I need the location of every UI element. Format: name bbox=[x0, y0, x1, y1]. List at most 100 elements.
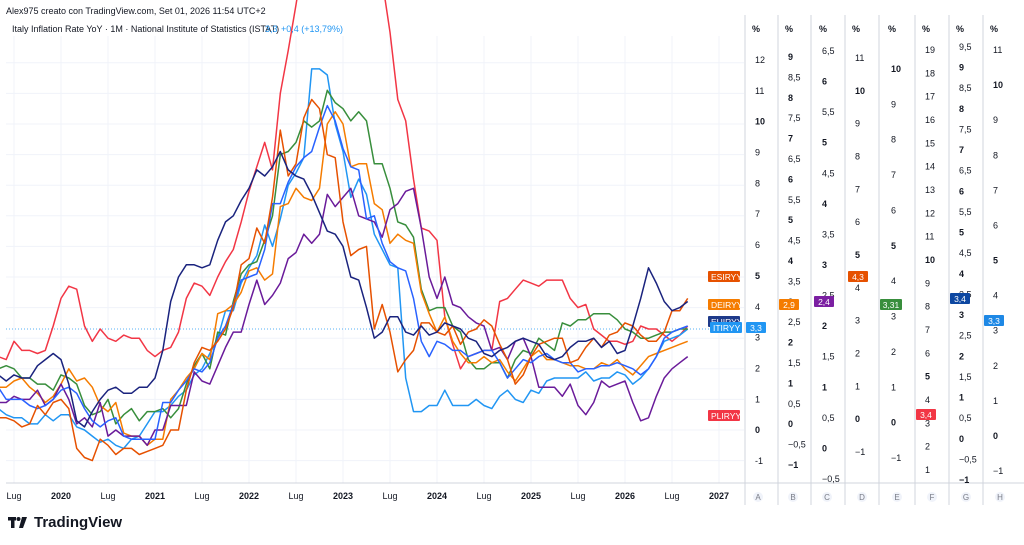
scale-id-label: F bbox=[930, 493, 935, 502]
scale-unit-f: % bbox=[922, 24, 930, 34]
x-tick-label: 2024 bbox=[427, 491, 447, 501]
scale-tick-label: 11 bbox=[855, 53, 864, 63]
scale-tick-label: 10 bbox=[925, 255, 935, 265]
scale-tick-label: 16 bbox=[925, 115, 935, 125]
tradingview-logo-icon bbox=[8, 516, 27, 528]
scale-tick-label: 1,5 bbox=[959, 372, 972, 382]
scale-tick-label: 8 bbox=[855, 152, 860, 162]
scale-unit-h: % bbox=[990, 24, 998, 34]
scale-tick-label: 1 bbox=[925, 465, 930, 475]
scale-tick-label: -1 bbox=[755, 456, 763, 466]
scale-tick-label: 3 bbox=[822, 260, 827, 270]
scale-tick-label: 6 bbox=[788, 174, 793, 184]
scale-tick-label: 1 bbox=[788, 378, 793, 388]
scale-tick-label: 9 bbox=[993, 115, 998, 125]
scale-tick-label: 7,5 bbox=[959, 124, 972, 134]
series-line-esiryy bbox=[0, 98, 689, 462]
last-value-badge-euiryy bbox=[950, 293, 970, 304]
x-tick-label: 2020 bbox=[51, 491, 71, 501]
legend-value: 3,3 bbox=[265, 24, 278, 34]
x-tick-label: Lug bbox=[476, 491, 491, 501]
scale-tick-label: 9 bbox=[755, 148, 760, 158]
scale-tick-label: 6 bbox=[755, 240, 760, 250]
scale-tick-label: 1 bbox=[959, 393, 964, 403]
scale-tick-label: −0,5 bbox=[822, 474, 840, 484]
last-value-label: 2,4 bbox=[818, 297, 830, 307]
x-tick-label: Lug bbox=[288, 491, 303, 501]
scale-tick-label: 2 bbox=[855, 349, 860, 359]
x-tick-label: 2027 bbox=[709, 491, 729, 501]
scale-tick-label: −1 bbox=[891, 453, 901, 463]
scale-tick-label: 1,5 bbox=[822, 352, 835, 362]
scale-unit-a: % bbox=[752, 24, 760, 34]
tradingview-logo[interactable]: TradingView bbox=[8, 514, 122, 531]
scale-tick-label: 4 bbox=[855, 283, 860, 293]
scale-tick-label: 6 bbox=[925, 348, 930, 358]
x-tick-label: 2021 bbox=[145, 491, 165, 501]
scale-tick-label: 1,5 bbox=[788, 358, 801, 368]
series-tag-label: ITIRYY bbox=[713, 323, 741, 333]
scale-tick-label: 12 bbox=[755, 55, 765, 65]
scale-tick-label: 2,5 bbox=[822, 291, 835, 301]
scale-tick-label: 2 bbox=[925, 442, 930, 452]
scale-tick-label: 5 bbox=[959, 228, 964, 238]
scale-unit-e: % bbox=[888, 24, 896, 34]
scale-tick-label: 4,5 bbox=[788, 236, 801, 246]
scale-tick-label: 7 bbox=[925, 325, 930, 335]
scale-tick-label: 11 bbox=[755, 86, 764, 96]
scale-tick-label: −1 bbox=[993, 466, 1003, 476]
scale-tick-label: 7 bbox=[959, 145, 964, 155]
scale-tick-label: 2 bbox=[891, 347, 896, 357]
scale-tick-label: 0 bbox=[755, 425, 760, 435]
last-value-badge-pliryy bbox=[916, 409, 936, 420]
scale-tick-label: 10 bbox=[993, 80, 1003, 90]
scale-unit-g: % bbox=[956, 24, 964, 34]
scale-tick-label: 3 bbox=[891, 312, 896, 322]
scale-tick-label: 6,5 bbox=[788, 154, 801, 164]
scale-tick-label: 7,5 bbox=[788, 113, 801, 123]
last-value-badge-deiryy bbox=[779, 299, 799, 310]
scale-tick-label: 4,5 bbox=[822, 168, 835, 178]
scale-id-badge bbox=[822, 492, 832, 502]
scale-tick-label: −1 bbox=[855, 447, 865, 457]
scale-id-label: H bbox=[997, 493, 1003, 502]
scale-tick-label: 6 bbox=[891, 205, 896, 215]
last-value-label: 3,4 bbox=[954, 294, 966, 304]
scale-tick-label: 4 bbox=[891, 276, 896, 286]
scale-tick-label: −0,5 bbox=[959, 454, 977, 464]
scale-tick-label: 2 bbox=[788, 338, 793, 348]
scale-tick-label: 1 bbox=[755, 394, 760, 404]
series-line-itiryy bbox=[0, 68, 689, 450]
scale-tick-label: 6 bbox=[855, 217, 860, 227]
scale-tick-label: 9 bbox=[959, 63, 964, 73]
scale-tick-label: 5 bbox=[993, 256, 998, 266]
scale-tick-label: 7 bbox=[755, 209, 760, 219]
scale-tick-label: 6 bbox=[959, 186, 964, 196]
legend-change: +0,4 (+13,79%) bbox=[281, 24, 344, 34]
scale-tick-label: 9 bbox=[788, 52, 793, 62]
scale-tick-label: 2 bbox=[959, 351, 964, 361]
last-value-label: 4,3 bbox=[852, 272, 864, 282]
scale-tick-label: 2,5 bbox=[959, 331, 972, 341]
scale-tick-label: 13 bbox=[925, 185, 935, 195]
scale-tick-label: 14 bbox=[925, 162, 935, 172]
scale-tick-label: 2 bbox=[755, 363, 760, 373]
x-tick-label: Lug bbox=[100, 491, 115, 501]
scale-tick-label: 5 bbox=[855, 250, 860, 260]
scale-tick-label: 10 bbox=[855, 86, 865, 96]
scale-unit-b: % bbox=[785, 24, 793, 34]
scale-tick-label: 6,5 bbox=[822, 46, 835, 56]
scale-tick-label: 3,5 bbox=[822, 229, 835, 239]
scale-id-badge bbox=[753, 492, 763, 502]
last-value-badge-usiryy bbox=[984, 315, 1004, 326]
scale-tick-label: 3 bbox=[855, 316, 860, 326]
scale-tick-label: 8,5 bbox=[959, 83, 972, 93]
scale-tick-label: 5 bbox=[788, 215, 793, 225]
scale-tick-label: 7 bbox=[855, 184, 860, 194]
legend-title[interactable]: Italy Inflation Rate YoY · 1M · National… bbox=[12, 24, 280, 34]
scale-tick-label: 1 bbox=[993, 396, 998, 406]
x-tick-label: Lug bbox=[664, 491, 679, 501]
scale-tick-label: 15 bbox=[925, 138, 935, 148]
scale-tick-label: 11 bbox=[993, 45, 1002, 55]
